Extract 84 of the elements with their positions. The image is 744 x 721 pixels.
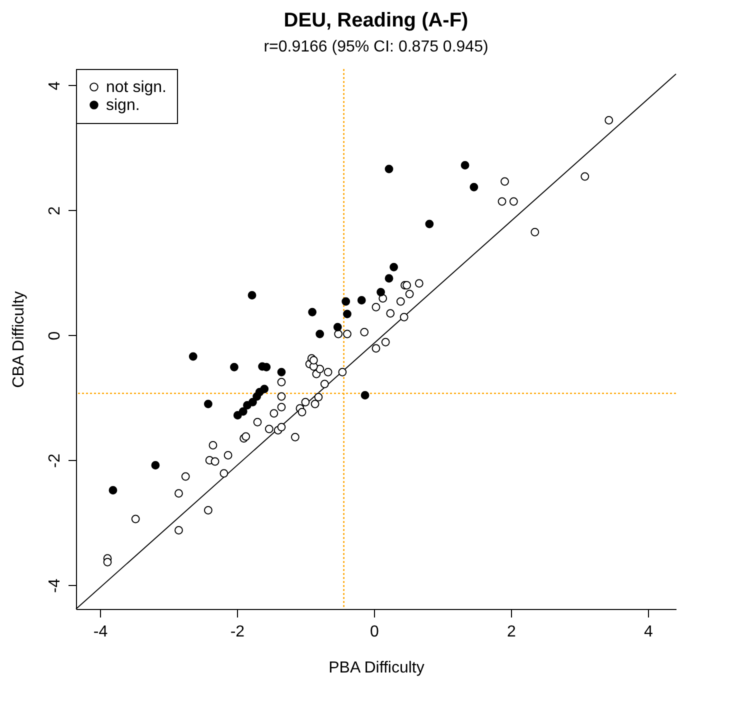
point <box>230 362 238 372</box>
point <box>131 514 140 524</box>
point <box>277 378 286 386</box>
point <box>260 384 269 394</box>
point <box>253 418 262 426</box>
point <box>357 296 366 304</box>
point <box>310 400 320 408</box>
point <box>308 308 317 316</box>
point <box>530 228 540 236</box>
point <box>103 558 112 566</box>
point <box>390 262 398 272</box>
point <box>316 330 324 338</box>
point <box>396 297 405 306</box>
point <box>498 197 506 206</box>
point <box>580 172 590 181</box>
point <box>342 297 350 306</box>
x-tick-label: -4 <box>93 624 108 640</box>
y-axis-title: CBA Difficulty <box>10 291 28 388</box>
point <box>509 197 518 206</box>
point <box>277 392 286 401</box>
point <box>376 288 386 296</box>
point <box>220 469 228 478</box>
point <box>400 312 408 322</box>
point <box>343 310 352 318</box>
legend-label: not sign. <box>106 79 166 96</box>
y-tick-label: -4 <box>46 578 64 593</box>
point <box>604 116 614 124</box>
point <box>381 338 390 346</box>
point <box>298 408 306 416</box>
point <box>402 281 412 290</box>
point <box>290 432 300 442</box>
point <box>151 461 160 470</box>
point <box>277 368 286 376</box>
point <box>248 291 256 300</box>
point <box>334 330 343 338</box>
point <box>384 274 394 283</box>
point <box>314 392 323 402</box>
point <box>460 161 470 170</box>
point <box>224 451 232 460</box>
point <box>333 322 342 332</box>
point <box>277 422 286 432</box>
point <box>384 164 394 174</box>
point <box>270 409 278 418</box>
point <box>174 526 183 534</box>
point <box>188 352 198 361</box>
point <box>204 400 212 408</box>
y-tick-label: 4 <box>46 81 64 90</box>
point <box>343 330 352 338</box>
point <box>208 441 218 450</box>
point <box>372 302 380 312</box>
point <box>372 344 380 353</box>
point <box>470 182 478 192</box>
point <box>405 290 414 298</box>
y-tick-label: 2 <box>46 206 64 216</box>
point <box>181 472 190 481</box>
point <box>500 177 509 186</box>
x-tick-label: -2 <box>230 624 245 640</box>
x-tick-label: 2 <box>506 624 516 640</box>
point <box>264 424 274 434</box>
point <box>338 368 347 376</box>
point <box>425 220 434 228</box>
point <box>204 506 212 514</box>
x-tick-label: 4 <box>644 624 653 640</box>
point <box>277 402 286 412</box>
point <box>414 279 424 288</box>
chart-title: DEU, Reading (A-F) <box>284 9 468 32</box>
point <box>301 398 310 406</box>
x-tick-label: 0 <box>370 624 379 640</box>
x-axis-title: PBA Difficulty <box>328 660 424 676</box>
point <box>360 391 370 400</box>
point <box>233 411 242 420</box>
point <box>360 328 369 336</box>
point <box>386 309 395 318</box>
point <box>248 398 257 406</box>
y-tick-label: -2 <box>46 454 64 468</box>
point <box>174 489 183 498</box>
chart-subtitle: r=0.9166 (95% CI: 0.875 0.945) <box>264 38 488 56</box>
legend-label: sign. <box>106 97 140 114</box>
y-tick-label: 0 <box>46 331 64 340</box>
point <box>108 486 118 494</box>
point <box>320 380 329 388</box>
point <box>324 368 332 376</box>
point <box>238 407 248 416</box>
point <box>210 457 220 466</box>
